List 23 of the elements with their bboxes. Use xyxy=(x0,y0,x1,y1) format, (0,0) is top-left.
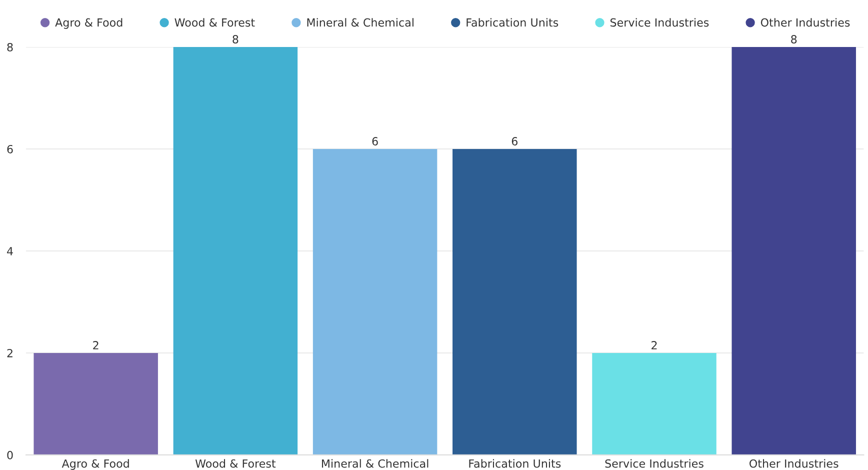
data-label: 8 xyxy=(232,35,238,44)
x-tick-label: Fabrication Units xyxy=(469,459,561,468)
data-label: 6 xyxy=(372,137,378,146)
y-tick-label: 0 xyxy=(7,450,13,460)
y-tick-label: 6 xyxy=(7,144,13,154)
y-tick-label: 2 xyxy=(7,348,12,358)
data-label: 2 xyxy=(93,341,98,350)
data-label: 2 xyxy=(652,341,657,350)
x-tick-label: Other Industries xyxy=(750,459,838,468)
x-tick-label: Agro & Food xyxy=(62,459,129,470)
legend-label: Service Industries xyxy=(610,18,709,27)
y-tick-label: 4 xyxy=(7,247,13,256)
x-tick-label: Wood & Forest xyxy=(195,459,276,468)
x-tick-label: Service Industries xyxy=(605,459,704,468)
y-tick-label: 8 xyxy=(7,42,13,52)
legend-label: Mineral & Chemical xyxy=(307,18,414,27)
data-label: 8 xyxy=(791,35,797,44)
x-tick-label: Mineral & Chemical xyxy=(322,459,428,468)
legend-label: Wood & Forest xyxy=(174,18,255,27)
legend-label: Agro & Food xyxy=(55,18,122,29)
legend-label: Fabrication Units xyxy=(466,18,558,27)
data-label: 6 xyxy=(512,137,518,146)
legend-label: Other Industries xyxy=(760,18,850,27)
